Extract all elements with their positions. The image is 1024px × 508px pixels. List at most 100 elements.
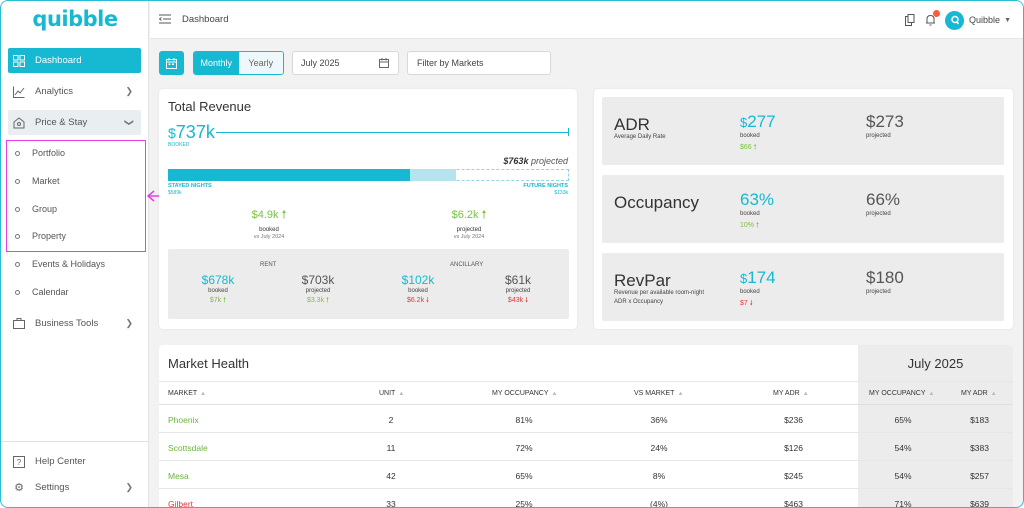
copy-icon[interactable]	[904, 14, 916, 27]
column-header-market-adr[interactable]: MY ADR ▲	[961, 390, 997, 397]
sidebar-item-settings[interactable]: ⚙ Settings ❯	[8, 475, 141, 500]
monthly-tab[interactable]: Monthly	[194, 52, 239, 74]
sidebar: quibble Dashboard Analytics ❯ Price & St…	[1, 1, 149, 507]
sidebar-item-analytics[interactable]: Analytics ❯	[8, 79, 141, 104]
market-filter-input[interactable]: Filter by Markets	[407, 51, 551, 75]
vs-market: (4%)	[650, 499, 668, 508]
kpi-value-label: booked	[740, 289, 760, 295]
ancillary-booked: $102k booked $6.2k 🠗	[388, 273, 448, 307]
revenue-line	[216, 132, 568, 133]
user-area: Quibble ▼	[896, 9, 1011, 30]
sidebar-subitem-portfolio[interactable]: Portfolio	[15, 143, 65, 163]
my-occupancy: 25%	[515, 499, 533, 508]
sidebar-subitem-group[interactable]: Group	[15, 199, 57, 219]
bullet-icon	[15, 261, 20, 267]
booked-delta-label: booked	[259, 227, 279, 233]
annotation-highlight	[6, 140, 146, 252]
market-name[interactable]: Gilbert	[168, 499, 194, 508]
sidebar-item-business-tools[interactable]: Business Tools ❯	[8, 311, 141, 336]
rent-booked: $678k booked $7k 🠕	[188, 273, 248, 307]
quibble-logo[interactable]: quibble	[32, 7, 118, 31]
kpi-projected: 66%	[866, 190, 901, 209]
sidebar-subitem-property[interactable]: Property	[15, 226, 66, 246]
date-picker[interactable]: July 2025	[292, 51, 399, 75]
sidebar-subitem-calendar[interactable]: Calendar	[15, 282, 69, 302]
sidebar-subitem-events[interactable]: Events & Holidays	[15, 254, 105, 274]
gear-icon: ⚙	[14, 482, 24, 494]
sidebar-subitem-label: Property	[32, 231, 67, 241]
sort-icon: ▲	[990, 391, 997, 397]
kpi-name: ADR	[614, 115, 650, 134]
table-row[interactable]: Scottsdale 11 72% 24% $126 54% $383	[159, 433, 1013, 461]
rent-projected-value: $703k	[301, 273, 335, 287]
booked-delta-value: $4.9k 🠕	[251, 209, 287, 221]
kpi-name: Occupancy	[614, 193, 700, 212]
sidebar-item-dashboard[interactable]: Dashboard	[8, 48, 141, 73]
sidebar-subitem-label: Portfolio	[32, 148, 66, 158]
table-header: MARKET ▲ UNIT ▲ MY OCCUPANCY ▲ VS MARKET ▲ M…	[159, 381, 1013, 405]
bell-icon[interactable]	[924, 9, 941, 27]
kpi-delta: $7 🠗	[740, 300, 753, 307]
column-header-vs-market[interactable]: VS MARKET ▲	[634, 390, 684, 397]
calendar-view-button[interactable]	[159, 51, 184, 75]
booked-delta-sub: vs July 2024	[253, 234, 285, 240]
market-health-title: Market Health	[168, 356, 249, 371]
sidebar-item-label: Price & Stay	[35, 117, 88, 128]
rent-heading: RENT	[260, 262, 277, 268]
unit-count: 33	[386, 499, 396, 508]
sidebar-item-label: Help Center	[35, 456, 86, 467]
column-header-my-adr[interactable]: MY ADR ▲	[773, 390, 809, 397]
total-revenue-card: Total Revenue $737k BOOKED $763k project…	[159, 89, 577, 329]
projected-delta-label: projected	[456, 227, 482, 233]
period-toggle: Monthly Yearly	[193, 51, 284, 75]
market-name[interactable]: Phoenix	[168, 415, 199, 425]
column-header-unit[interactable]: UNIT ▲	[379, 390, 405, 397]
kpi-delta: 10% 🠕	[740, 222, 759, 229]
rent-projected-delta: $3.3k 🠕	[306, 297, 330, 304]
unit-count: 2	[388, 415, 394, 425]
market-health-card: Market Health July 2025 MARKET ▲ UNIT ▲ MY…	[159, 345, 1013, 508]
yearly-tab[interactable]: Yearly	[238, 52, 283, 74]
kpi-value: $174	[740, 268, 776, 287]
sidebar-item-price-stay[interactable]: Price & Stay ❯	[8, 110, 141, 135]
revenue-line-end	[568, 128, 569, 136]
bullet-icon	[15, 150, 20, 156]
projected-delta-sub: vs July 2024	[453, 234, 485, 240]
column-header-market[interactable]: MARKET ▲	[168, 390, 207, 397]
table-row[interactable]: Gilbert 33 25% (4%) $463 71% $639	[159, 489, 1013, 508]
ancillary-projected-delta: $43k 🠗	[507, 297, 529, 304]
sidebar-subitem-market[interactable]: Market	[15, 171, 60, 191]
sort-icon: ▲	[677, 391, 684, 397]
my-adr: $126	[784, 443, 803, 453]
vs-market: 24%	[650, 443, 668, 453]
sidebar-item-help-center[interactable]: ? Help Center	[8, 449, 141, 474]
table-row[interactable]: Mesa 42 65% 8% $245 54% $257	[159, 461, 1013, 489]
help-icon: ?	[12, 455, 26, 469]
sidebar-subitem-label: Events & Holidays	[32, 259, 106, 269]
collapse-menu-icon[interactable]	[159, 14, 171, 24]
total-revenue-title: Total Revenue	[168, 99, 252, 114]
market-adr: $383	[970, 443, 989, 453]
booked-revenue-value: $737k	[168, 122, 215, 142]
my-occupancy: 72%	[515, 443, 533, 453]
kpi-projected-label: projected	[866, 133, 891, 139]
bullet-icon	[15, 206, 20, 212]
table-row[interactable]: Phoenix 2 81% 36% $236 65% $183	[159, 405, 1013, 433]
my-adr: $463	[784, 499, 803, 508]
market-name[interactable]: Mesa	[168, 471, 189, 481]
column-header-my-occupancy[interactable]: MY OCCUPANCY ▲	[492, 390, 558, 397]
stayed-nights-value: $589k	[168, 190, 182, 196]
sidebar-subitem-label: Market	[32, 176, 60, 186]
avatar[interactable]	[945, 10, 965, 30]
market-adr: $257	[970, 471, 989, 481]
vs-market: 36%	[650, 415, 668, 425]
sidebar-subitem-label: Calendar	[32, 287, 69, 297]
market-name[interactable]: Scottsdale	[168, 443, 208, 453]
chevron-down-icon[interactable]: ▼	[1004, 16, 1011, 24]
column-header-market-occupancy[interactable]: MY OCCUPANCY ▲	[869, 390, 935, 397]
user-name[interactable]: Quibble	[969, 15, 1001, 25]
arrow-up-icon: 🠕	[481, 209, 487, 221]
arrow-up-icon: 🠕	[281, 209, 287, 221]
price-tag-icon	[12, 116, 26, 130]
kpi-row-adr: ADR Average Daily Rate $277 booked $66 🠕…	[602, 97, 1004, 165]
